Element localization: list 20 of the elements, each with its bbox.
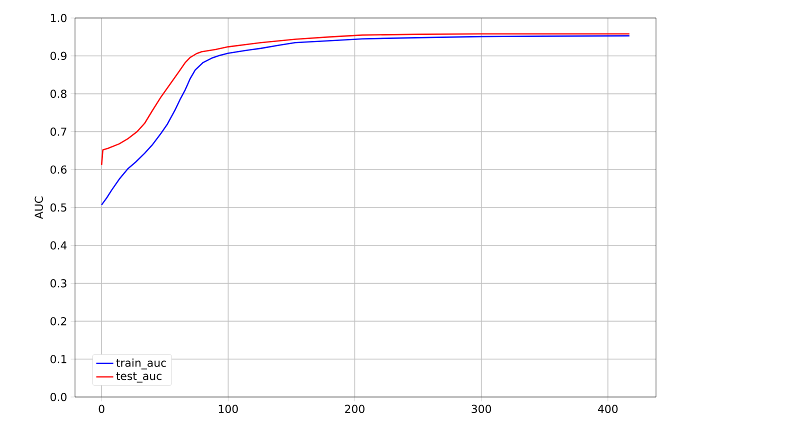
y-tick-label: 1.0 [51, 14, 66, 22]
y-tick-label: 0.8 [50, 90, 66, 98]
legend-label: test_auc [116, 372, 162, 383]
y-tick-label: 0.0 [50, 392, 66, 402]
y-tick-label: 0.5 [50, 203, 66, 212]
y-tick-label: 0.7 [50, 128, 66, 136]
y-axis-title: AUC [34, 196, 43, 220]
x-tick-label: 400 [598, 404, 618, 414]
x-tick-label: 300 [472, 404, 492, 414]
legend-label: train_auc [116, 358, 166, 370]
y-tick-label: 0.1 [50, 354, 66, 364]
x-tick-label: 200 [345, 404, 364, 414]
line-series [100, 35, 630, 206]
y-tick-label: 0.6 [50, 165, 67, 174]
x-tick-label: 100 [218, 404, 238, 414]
y-tick-label: 0.2 [50, 317, 66, 326]
y-tick-label: 0.9 [50, 52, 66, 60]
y-tick-label: 0.4 [50, 241, 67, 250]
x-tick-label: 0 [98, 404, 104, 414]
y-tick-label: 0.3 [50, 279, 66, 288]
